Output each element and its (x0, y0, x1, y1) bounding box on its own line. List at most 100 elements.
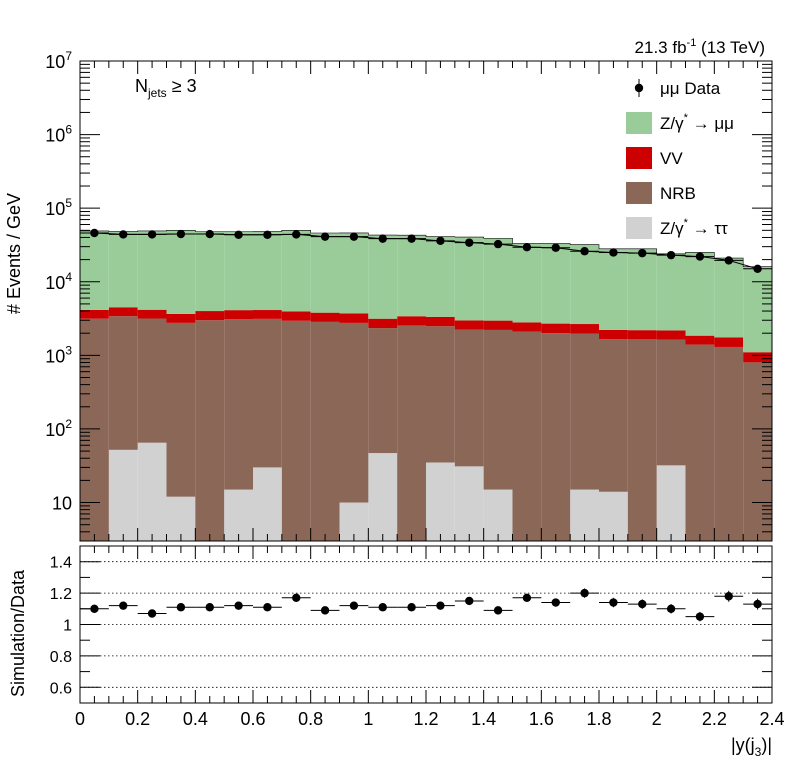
bar-z3-10 (368, 235, 398, 319)
data-point-15 (522, 242, 532, 252)
bar-vv2-6 (253, 310, 282, 319)
bar-vv2-17 (570, 324, 599, 334)
bar-vv2-0 (80, 309, 109, 319)
data-point-16 (551, 243, 560, 252)
bar-nrb1-3 (166, 322, 196, 497)
bar-nrb1-21 (685, 344, 715, 541)
bar-vv2-1 (108, 307, 138, 317)
x-tick-label-12: 2.4 (759, 709, 784, 729)
luminosity-label: 21.3 fb-1 (13 TeV) (635, 37, 765, 57)
bar-vv2-15 (512, 322, 542, 332)
data-point-17 (580, 247, 589, 256)
x-tick-label-5: 1 (363, 709, 373, 729)
ratio-point-16 (551, 598, 560, 607)
ratio-y-tick-label-3: 1.2 (50, 586, 72, 603)
bar-vv2-16 (541, 323, 571, 334)
data-point-18 (609, 248, 618, 257)
legend-label-0: Z/γ* → μμ (660, 112, 734, 133)
bar-z0-10 (368, 453, 398, 541)
bar-nrb1-13 (454, 329, 484, 467)
x-tick-label-8: 1.6 (529, 709, 554, 729)
total-mc-outline (80, 230, 772, 268)
bar-z0-5 (224, 489, 253, 541)
ratio-point-4 (205, 603, 214, 612)
data-point-13 (465, 238, 474, 247)
data-point-6 (263, 230, 272, 239)
bar-nrb1-5 (224, 319, 253, 490)
bar-vv2-3 (166, 313, 196, 323)
data-point-14 (493, 239, 503, 249)
ratio-point-11 (407, 603, 416, 612)
ratio-point-1 (119, 601, 128, 610)
x-tick-label-1: 0.2 (125, 709, 150, 729)
x-tick-label-3: 0.6 (240, 709, 265, 729)
legend-swatch-3 (626, 217, 652, 239)
bar-nrb1-7 (281, 320, 311, 541)
bar-nrb1-22 (714, 346, 744, 541)
data-point-2 (147, 230, 157, 239)
bar-z3-13 (454, 237, 484, 321)
bar-nrb1-8 (310, 321, 340, 541)
bar-z3-3 (166, 230, 196, 314)
ratio-y-tick-label-4: 1.4 (50, 555, 72, 572)
bar-vv2-18 (599, 329, 628, 340)
ratio-y-tick-label-1: 0.8 (50, 649, 72, 666)
bar-vv2-10 (368, 318, 398, 329)
x-tick-label-2: 0.4 (183, 709, 208, 729)
data-point-1 (119, 230, 128, 239)
data-point-22 (724, 256, 733, 265)
bar-nrb1-2 (137, 318, 167, 443)
bar-vv2-21 (685, 335, 715, 345)
data-point-10 (378, 234, 387, 243)
legend-label-3: Z/γ* → ττ (660, 217, 728, 238)
bar-z3-20 (656, 253, 686, 331)
bar-z3-4 (195, 231, 225, 312)
bar-z3-9 (339, 232, 369, 314)
bar-z0-1 (108, 449, 138, 541)
main-stack-bars (80, 230, 772, 541)
x-tick-label-10: 2 (652, 709, 662, 729)
bar-nrb1-4 (195, 320, 225, 541)
ratio-axes: 0 0.2 0.4 0.6 0.8 1 1.2 1.4 1.6 1.8 2 2.2 2.4 0.6 0.8 1… (50, 545, 785, 729)
ratio-point-6 (263, 603, 272, 612)
bar-z0-14 (483, 489, 513, 541)
main-data-points (80, 228, 772, 274)
bar-vv2-14 (483, 320, 513, 330)
legend-label-data: μμ Data (660, 79, 721, 98)
y-tick-label-5: 106 (45, 123, 72, 146)
bar-z3-19 (627, 248, 657, 331)
bar-vv2-5 (224, 310, 253, 320)
bar-nrb1-18 (599, 339, 628, 492)
ratio-y-tick-label-0: 0.6 (50, 680, 72, 697)
main-axes: 10 102 103 104 105 106 107 (45, 49, 773, 542)
bar-vv2-13 (454, 320, 484, 330)
data-point-21 (695, 252, 705, 261)
y-tick-label-3: 104 (45, 270, 72, 293)
bar-z3-6 (253, 231, 282, 311)
bar-z3-1 (108, 231, 138, 308)
bar-vv2-9 (339, 313, 369, 323)
legend-swatch-2 (626, 182, 652, 204)
ratio-point-15 (522, 593, 532, 603)
ratio-point-10 (378, 603, 387, 612)
bar-vv2-19 (627, 330, 657, 340)
ratio-point-23 (753, 599, 762, 609)
ratio-y-tick-label-2: 1 (63, 618, 72, 635)
x-tick-label-4: 0.8 (298, 709, 323, 729)
bar-z3-12 (426, 236, 455, 317)
bar-nrb1-1 (108, 316, 138, 450)
bar-z0-6 (253, 467, 282, 541)
data-point-5 (234, 230, 243, 239)
bar-z3-16 (541, 243, 571, 324)
legend-label-1: VV (660, 149, 683, 168)
x-tick-label-9: 1.8 (586, 709, 611, 729)
bar-nrb1-23 (743, 362, 772, 541)
ratio-point-9 (349, 601, 359, 610)
ratio-point-12 (436, 601, 445, 610)
bar-nrb1-14 (483, 329, 513, 490)
bar-nrb1-0 (80, 318, 109, 541)
bar-nrb1-17 (570, 333, 599, 490)
bar-nrb1-9 (339, 322, 369, 503)
bar-z3-15 (512, 243, 542, 323)
